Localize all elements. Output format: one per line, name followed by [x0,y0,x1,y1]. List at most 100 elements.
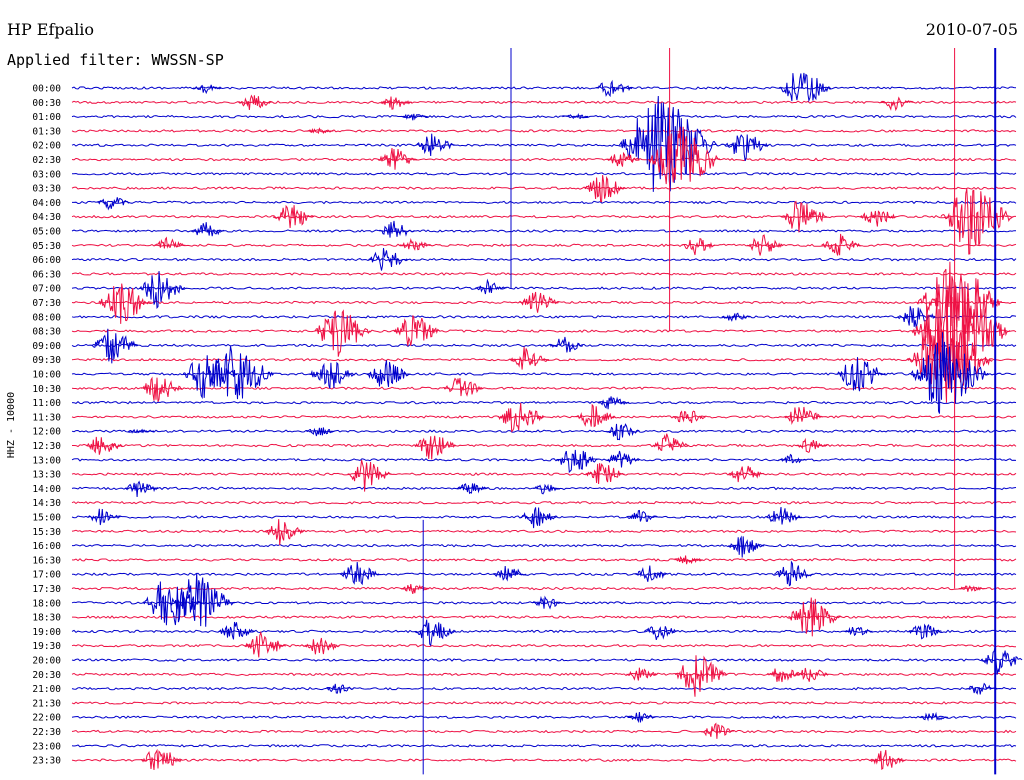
tick-label: 15:30 [32,527,61,538]
event-burst [549,336,584,353]
trace-row-47 [71,758,1017,762]
event-burst [206,346,274,400]
event-burst [940,188,1013,255]
event-burst [727,535,765,558]
event-burst [443,377,484,397]
channel-label: HHZ - 10000 [6,392,17,458]
spike-group [422,48,997,775]
trace-row-16 [71,315,1017,319]
tick-label: 16:00 [32,541,61,552]
trace-row-24 [71,429,1017,433]
event-burst [618,95,718,192]
event-burst [140,376,183,402]
trace-row-2 [71,114,1017,119]
event-burst [647,126,721,185]
event-burst [140,748,183,771]
event-burst [378,220,416,238]
event-burst [958,585,985,592]
tick-label: 01:30 [32,126,61,137]
trace-row-34 [71,572,1017,576]
trace-row-29 [71,500,1017,505]
tick-label: 18:30 [32,613,61,624]
tick-label: 22:00 [32,713,61,724]
tick-label: 07:30 [32,298,61,309]
trace-row-9 [71,214,1016,219]
trace-row-22 [71,400,1017,405]
event-burst [138,271,185,310]
event-burst [721,312,750,322]
event-burst [393,315,441,347]
trace-row-39 [71,643,1016,648]
trace-row-1 [71,100,1017,105]
trace-row-30 [71,515,1017,519]
trace-row-42 [71,686,1016,691]
trace-row-13 [71,272,1017,276]
tick-label: 06:30 [32,269,61,280]
event-burst [532,483,562,495]
trace-row-17 [71,329,1017,333]
event-burst [747,234,784,256]
trace-row-25 [72,443,1017,448]
event-burst [306,427,335,437]
tick-label: 05:30 [32,241,61,252]
event-burst [169,572,235,627]
tick-label: 03:30 [32,184,61,195]
tick-label: 20:30 [32,670,61,681]
event-burst [193,84,222,95]
event-burst [860,210,897,227]
filter-label: Applied filter: WWSSN-SP [7,51,224,69]
trace-row-45 [71,729,1017,734]
trace-row-3 [71,129,1017,133]
tick-label: 17:00 [32,570,61,581]
trace-group [71,72,1023,771]
event-burst [497,402,544,433]
tick-label: 10:00 [32,370,61,381]
event-burst [415,133,455,157]
event-burst [908,623,942,640]
event-burst [400,584,429,595]
event-burst [597,396,630,410]
event-burst [143,581,203,626]
tick-label: 09:00 [32,341,61,352]
event-burst [585,463,625,485]
event-burst [303,637,340,655]
tick-label: 11:00 [32,398,61,409]
event-burst [606,151,640,167]
event-burst [626,667,658,681]
trace-row-27 [71,472,1017,476]
tick-label: 17:30 [32,584,61,595]
event-burst [556,449,598,474]
event-burst [87,508,121,526]
event-burst [778,453,807,464]
tick-label: 05:00 [32,227,61,238]
event-burst [836,357,886,392]
event-burst [672,410,706,424]
event-burst [562,112,589,120]
trace-row-26 [71,458,1017,462]
event-burst [414,435,456,460]
tick-label: 15:00 [32,513,61,524]
event-burst [783,406,823,426]
trace-row-10 [71,229,1016,233]
trace-row-38 [71,629,1017,634]
tick-label: 23:00 [32,741,61,752]
event-burst [606,450,640,468]
event-burst [264,519,304,546]
tick-label: 13:00 [32,455,61,466]
trace-row-11 [71,243,1017,248]
tick-label: 00:00 [32,84,61,95]
tick-label: 02:00 [32,141,61,152]
event-burst [966,682,998,695]
event-burst [520,507,557,529]
event-burst [595,79,633,98]
tick-label: 12:30 [32,441,61,452]
trace-row-41 [71,672,1017,677]
tick-label: 04:00 [32,198,61,209]
tick-label: 22:30 [32,727,61,738]
trace-row-32 [72,543,1017,548]
tick-label: 02:30 [32,155,61,166]
event-burst [896,306,937,329]
event-burst [774,560,814,587]
tick-label: 18:00 [32,598,61,609]
event-burst [844,626,873,637]
